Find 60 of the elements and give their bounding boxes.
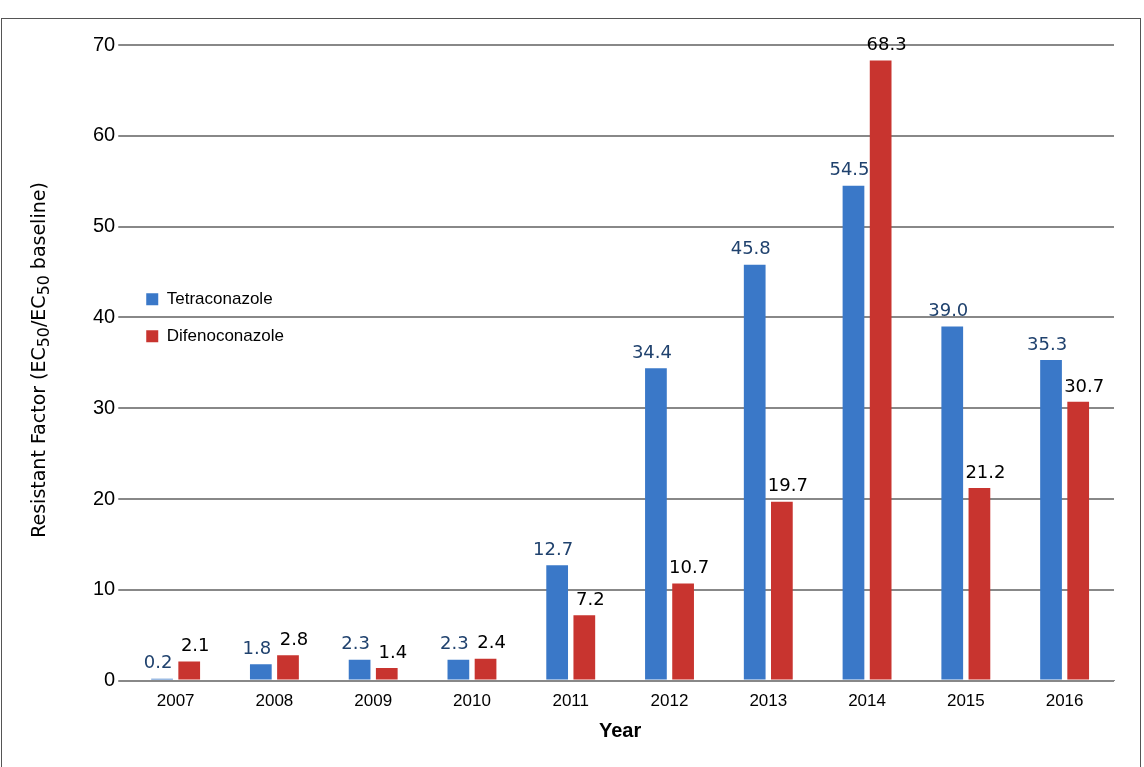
bar: [277, 655, 299, 680]
bar: [842, 185, 865, 680]
y-tick-label: 10: [93, 577, 116, 600]
x-tick-label: 2015: [946, 691, 985, 711]
legend-label: Difenoconazole: [166, 325, 284, 345]
data-label: 1.4: [378, 640, 408, 662]
x-tick-label: 2010: [453, 691, 491, 711]
data-label: 30.7: [1064, 374, 1105, 396]
bar: [178, 661, 201, 680]
data-label: 0.2: [143, 651, 173, 673]
data-label: 10.7: [669, 556, 710, 578]
x-axis-title: Year: [598, 718, 642, 741]
bar: [1040, 360, 1062, 680]
bar: [771, 501, 793, 680]
data-label: 12.7: [533, 537, 574, 559]
x-tick-label: 2011: [552, 691, 590, 711]
data-label: 34.4: [631, 340, 672, 362]
data-label: 2.4: [477, 631, 506, 653]
bar: [474, 658, 497, 680]
y-tick-label: 60: [93, 123, 116, 146]
bar: [1067, 401, 1090, 680]
data-label: 2.8: [279, 627, 309, 649]
x-tick-label: 2016: [1045, 691, 1084, 711]
y-tick-label: 20: [93, 486, 116, 509]
data-label: 19.7: [767, 474, 808, 496]
data-label: 45.8: [730, 237, 771, 259]
data-label: 68.3: [866, 33, 907, 55]
data-label: 2.3: [440, 632, 469, 654]
x-tick-label: 2007: [156, 691, 195, 711]
bar: [249, 664, 272, 680]
y-tick-label: 0: [104, 668, 116, 691]
y-tick-label: 50: [93, 214, 116, 237]
data-label: 54.5: [829, 158, 870, 180]
x-tick-label: 2008: [255, 691, 294, 711]
bar: [348, 659, 371, 680]
data-label: 2.1: [180, 634, 210, 656]
bar: [573, 615, 596, 680]
legend-label: Tetraconazole: [166, 288, 273, 308]
data-label: 1.8: [242, 636, 272, 658]
data-label: 21.2: [965, 460, 1006, 482]
data-label: 39.0: [928, 299, 969, 321]
y-tick-label: 30: [93, 395, 116, 418]
x-tick-label: 2014: [848, 691, 886, 711]
bar: [743, 264, 766, 680]
bar: [968, 488, 991, 680]
y-tick-label: 40: [93, 304, 116, 327]
bar: [941, 326, 964, 680]
x-tick-label: 2012: [650, 691, 689, 711]
x-tick-label: 2009: [354, 691, 393, 711]
x-tick-label: 2013: [749, 691, 788, 711]
bar: [869, 60, 892, 680]
bar: [645, 368, 667, 680]
data-label: 35.3: [1026, 332, 1068, 354]
bar: [375, 667, 398, 680]
bar: [447, 659, 470, 680]
data-label: 2.3: [341, 632, 370, 654]
bar: [546, 565, 569, 680]
y-tick-label: 70: [93, 32, 116, 55]
bar: [672, 583, 694, 680]
data-label: 7.2: [576, 587, 605, 609]
